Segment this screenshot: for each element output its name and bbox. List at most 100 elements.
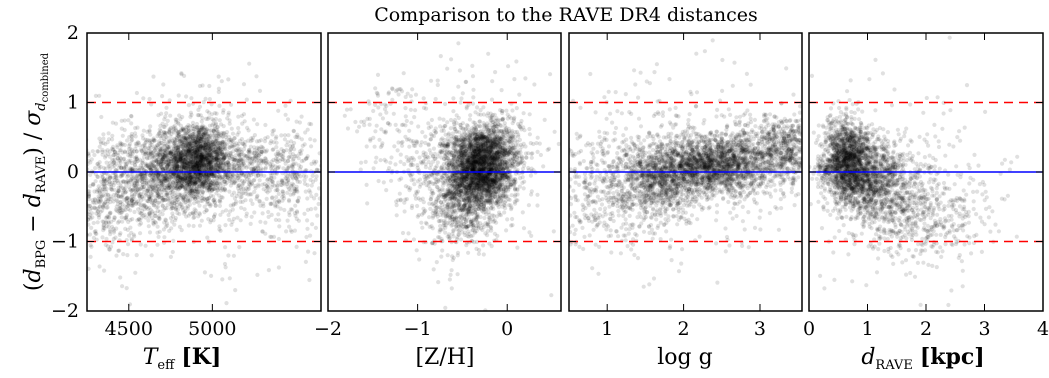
scatter-point	[315, 213, 320, 218]
scatter-point	[148, 145, 153, 150]
scatter-point	[167, 185, 173, 190]
scatter-point	[92, 197, 97, 202]
scatter-point	[234, 227, 239, 232]
scatter-point	[126, 180, 131, 185]
scatter-point	[174, 202, 180, 208]
scatter-point	[126, 179, 131, 184]
scatter-point	[102, 201, 107, 206]
scatter-point	[157, 149, 162, 154]
scatter-point	[96, 215, 102, 220]
scatter-point	[212, 200, 218, 205]
scatter-point	[196, 165, 201, 170]
scatter-point	[195, 179, 200, 184]
scatter-point	[157, 177, 162, 182]
scatter-point	[173, 193, 178, 198]
scatter-point	[226, 110, 231, 115]
scatter-point	[174, 182, 179, 187]
scatter-point	[164, 221, 169, 226]
scatter-point	[299, 159, 304, 164]
scatter-point	[114, 178, 119, 183]
scatter-point	[88, 160, 93, 165]
scatter-point	[152, 144, 157, 149]
scatter-point	[202, 177, 207, 182]
scatter-point	[131, 203, 136, 208]
scatter-point	[130, 196, 136, 201]
scatter-point	[82, 229, 86, 233]
scatter-point	[129, 197, 134, 202]
scatter-point	[140, 165, 145, 170]
scatter-point	[119, 126, 124, 131]
scatter-point	[184, 125, 189, 130]
scatter-point	[143, 161, 148, 166]
scatter-point	[179, 184, 184, 189]
scatter-point	[155, 200, 160, 205]
scatter-point	[132, 167, 137, 172]
scatter-point	[110, 137, 115, 142]
scatter-point	[119, 166, 124, 171]
scatter-point	[184, 161, 189, 166]
scatter-point	[124, 163, 129, 168]
scatter-point	[150, 172, 155, 177]
scatter-point	[123, 207, 128, 212]
scatter-point	[146, 148, 151, 154]
scatter-point	[162, 178, 167, 183]
scatter-point	[148, 138, 153, 143]
scatter-point	[177, 179, 182, 184]
scatter-point	[154, 186, 160, 192]
y-tick-label: 1	[67, 92, 79, 114]
scatter-point	[217, 203, 222, 208]
scatter-point	[133, 270, 138, 275]
scatter-point	[146, 191, 151, 196]
scatter-point	[193, 194, 198, 199]
scatter-point	[171, 126, 176, 131]
scatter-point	[195, 145, 200, 150]
scatter-point	[139, 165, 144, 170]
scatter-point	[154, 189, 159, 194]
scatter-point	[305, 218, 310, 223]
scatter-point	[196, 136, 202, 141]
scatter-point	[130, 151, 135, 156]
scatter-point	[269, 159, 274, 164]
scatter-point	[166, 150, 171, 155]
scatter-point	[164, 154, 169, 159]
scatter-point	[171, 180, 176, 185]
scatter-point	[165, 202, 170, 207]
scatter-point	[181, 135, 186, 140]
scatter-point	[113, 121, 119, 126]
scatter-point	[169, 156, 174, 161]
scatter-point	[124, 164, 129, 169]
scatter-point	[135, 178, 140, 183]
scatter-point	[198, 158, 203, 163]
scatter-point	[151, 220, 156, 226]
scatter-point	[261, 204, 266, 209]
scatter-point	[159, 181, 164, 186]
scatter-point	[161, 176, 167, 182]
scatter-point	[186, 145, 191, 150]
scatter-point	[128, 146, 133, 151]
scatter-point	[223, 223, 228, 228]
scatter-point	[157, 178, 162, 183]
scatter-point	[217, 118, 222, 123]
scatter-point	[192, 191, 197, 196]
scatter-point	[120, 208, 125, 213]
scatter-point	[247, 147, 252, 152]
scatter-point	[134, 180, 139, 185]
scatter-point	[101, 165, 107, 171]
scatter-point	[235, 184, 240, 189]
scatter-point	[119, 141, 124, 146]
scatter-point	[106, 224, 111, 229]
scatter-point	[153, 173, 158, 178]
scatter-point	[279, 133, 284, 138]
scatter-point	[268, 234, 273, 239]
scatter-point	[133, 126, 138, 131]
scatter-point	[159, 179, 164, 184]
scatter-point	[79, 231, 83, 235]
scatter-point	[187, 202, 192, 207]
scatter-point	[73, 199, 77, 203]
scatter-point	[218, 157, 223, 162]
scatter-point	[158, 180, 163, 185]
scatter-point	[98, 194, 103, 199]
scatter-point	[147, 205, 152, 210]
scatter-point	[155, 152, 160, 157]
scatter-point	[124, 213, 129, 218]
